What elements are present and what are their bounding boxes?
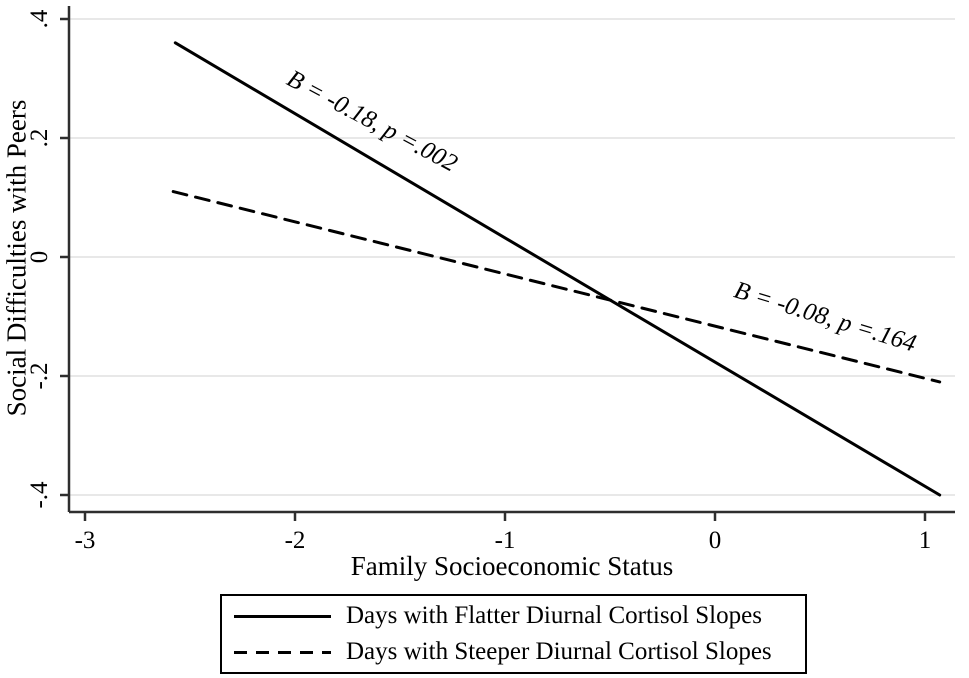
y-tick-label: .4	[26, 9, 53, 28]
annotation-dashed: B = -0.08, p =.164	[731, 277, 919, 358]
y-axis-title: Social Difficulties with Peers	[1, 99, 32, 417]
y-tick-label: .2	[26, 129, 53, 148]
x-tick-label: 1	[919, 527, 932, 554]
legend-box: Days with Flatter Diurnal Cortisol Slope…	[220, 594, 807, 674]
y-tick-label: 0	[26, 251, 53, 264]
legend-label-steeper: Days with Steeper Diurnal Cortisol Slope…	[346, 638, 772, 665]
dashed-line-sample	[234, 650, 331, 654]
series-line-dashed	[171, 190, 942, 384]
legend-label-flatter: Days with Flatter Diurnal Cortisol Slope…	[346, 602, 762, 629]
x-tick-label: -3	[75, 527, 96, 554]
legend-item-steeper: Days with Steeper Diurnal Cortisol Slope…	[222, 634, 805, 670]
x-tick-label: -2	[285, 527, 306, 554]
y-tick-label: -.4	[26, 481, 53, 509]
legend-item-flatter: Days with Flatter Diurnal Cortisol Slope…	[222, 598, 805, 634]
x-axis-title: Family Socioeconomic Status	[350, 551, 674, 581]
solid-line-sample	[234, 614, 331, 618]
series-line-solid	[173, 41, 942, 497]
x-tick-label: -1	[495, 527, 516, 554]
y-tick-label: -.2	[26, 362, 53, 389]
x-tick-label: 0	[709, 527, 722, 554]
